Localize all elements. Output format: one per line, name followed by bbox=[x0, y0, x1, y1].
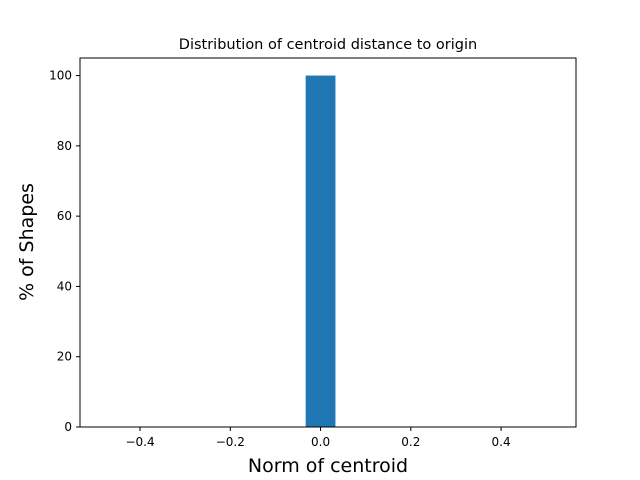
y-tick-label: 20 bbox=[57, 350, 72, 364]
chart-title: Distribution of centroid distance to ori… bbox=[179, 37, 477, 53]
x-tick-label: −0.2 bbox=[216, 435, 245, 449]
x-tick-label: 0.4 bbox=[492, 435, 511, 449]
histogram-bar bbox=[305, 75, 336, 428]
x-tick-label: −0.4 bbox=[125, 435, 154, 449]
y-tick-label: 0 bbox=[64, 420, 72, 434]
y-tick-label: 80 bbox=[57, 139, 72, 153]
axes-frame bbox=[79, 57, 577, 428]
x-tick-label: 0.0 bbox=[311, 435, 330, 449]
y-tick-label: 60 bbox=[57, 209, 72, 223]
x-axis-label: Norm of centroid bbox=[248, 455, 408, 477]
x-tick-label: 0.2 bbox=[401, 435, 420, 449]
plot-area bbox=[305, 75, 336, 428]
y-axis-label: % of Shapes bbox=[16, 183, 38, 301]
y-tick-label: 40 bbox=[57, 279, 72, 293]
y-tick-label: 100 bbox=[49, 69, 72, 83]
y-axis-ticks: 0 20 40 60 80 100 bbox=[49, 69, 80, 434]
x-axis-ticks: −0.4 −0.2 0.0 0.2 0.4 bbox=[125, 427, 511, 449]
